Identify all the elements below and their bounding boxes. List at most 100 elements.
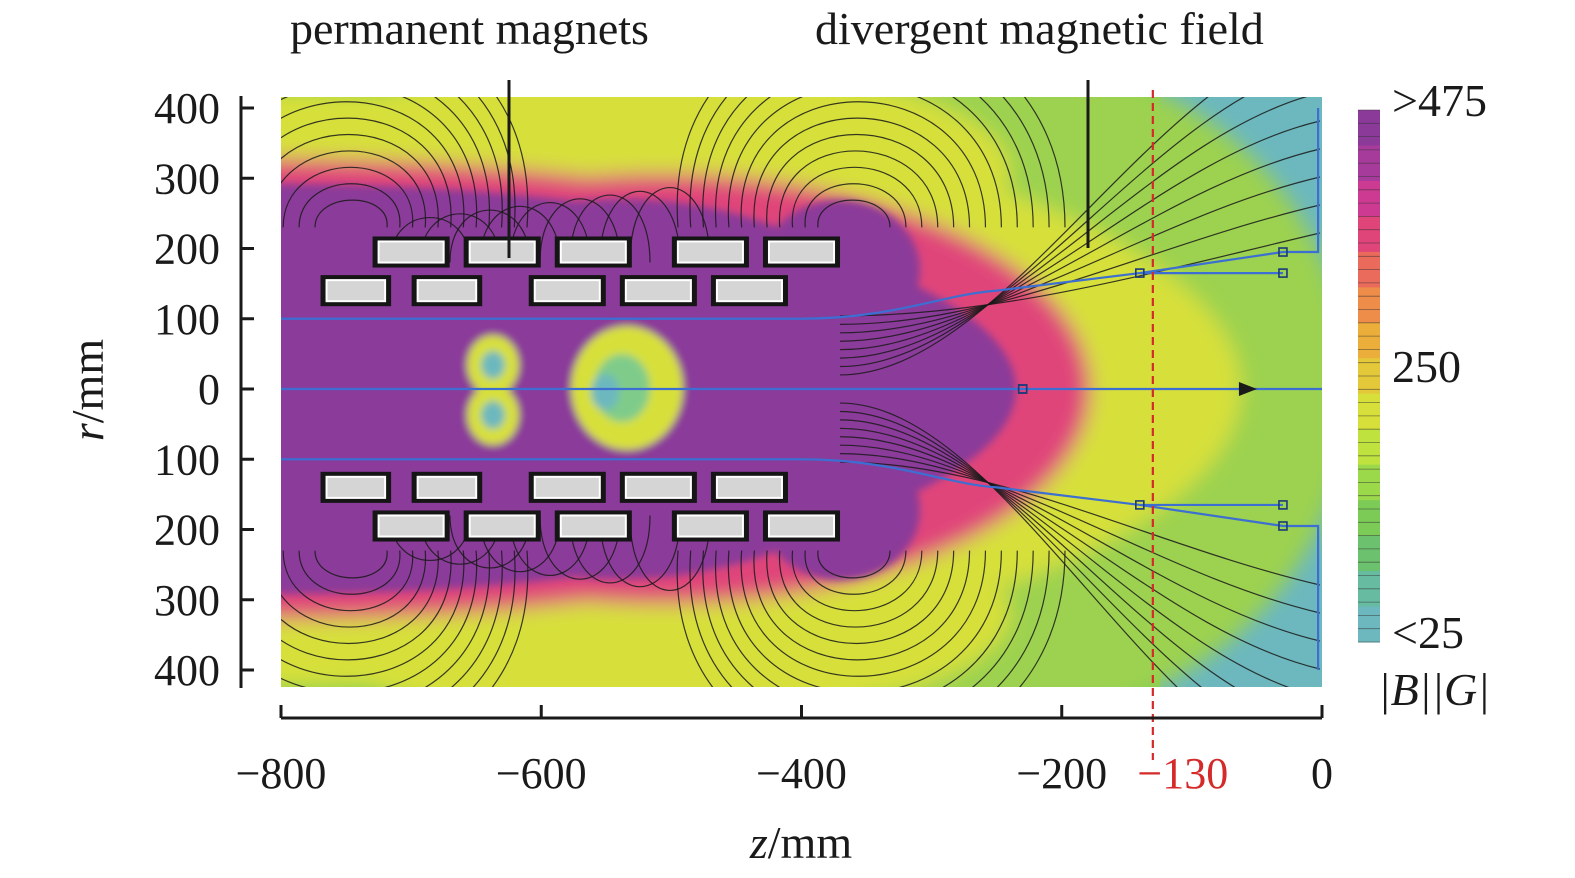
colorbar-label-0: >475 (1392, 75, 1487, 126)
trajectory-outer-0 (1139, 108, 1320, 275)
magnet-bottom-0 (325, 475, 387, 499)
y-tick-label-3: 100 (154, 295, 220, 344)
field-line-mid-0-5 (539, 198, 621, 263)
magnet-bottom-6 (468, 514, 536, 538)
field-line-right-1-8 (715, 550, 1018, 687)
field-line-div-top-3 (839, 120, 1321, 351)
field-line-left-0-4 (281, 133, 439, 228)
y-tick-label-8: 400 (154, 646, 220, 695)
field-line-mid-0-4 (509, 201, 591, 263)
field-line-left-0-0 (314, 199, 388, 228)
field-line-mid-1-7 (599, 515, 681, 588)
field-line-right-0-0 (817, 199, 891, 228)
colorbar-segment-0 (1358, 110, 1380, 146)
field-line-left-1-5 (281, 550, 452, 661)
field-line-left-1-8 (424, 550, 490, 687)
field-line-right-1-9 (702, 550, 1034, 687)
y-tick-label-5: 100 (154, 435, 220, 484)
annotation-divergent-field: divergent magnetic field (815, 3, 1264, 54)
field-lines (281, 97, 1321, 687)
field-line-right-0-11 (676, 97, 1066, 228)
magnet-top-2 (533, 279, 601, 303)
colorbar-segment-2 (1358, 180, 1380, 217)
axes-group: 400 300 200 100 0 100 200 300 400 −800 −600 −400 −20… (62, 84, 1333, 868)
trajectory-node-1-3 (1278, 521, 1288, 531)
trajectory-node-0-1 (1135, 268, 1145, 278)
magnet-bottom-2 (533, 475, 601, 499)
field-line-left-1-0 (314, 550, 388, 579)
field-line-right-0-5 (753, 117, 971, 228)
trajectory-mid-1 (281, 458, 1283, 507)
x-tick-label-4: 0 (1311, 749, 1333, 798)
y-tick-label-2: 200 (154, 225, 220, 274)
trajectory-mid-0 (281, 271, 1283, 320)
colorbar-segment-3 (1358, 216, 1380, 253)
field-line-left-0-7 (281, 97, 478, 228)
magnet-bottom-5 (377, 514, 445, 538)
field-line-left-1-11 (491, 550, 529, 687)
colorbar-label-2: <25 (1392, 607, 1464, 658)
field-line-left-0-8 (433, 97, 490, 228)
y-axis-unit: /mm (62, 339, 113, 424)
magnet-group (320, 236, 841, 542)
field-line-div-top-1 (839, 97, 1245, 368)
field-line-div-top-4 (839, 148, 1321, 342)
field-line-div-bottom-7 (839, 461, 1321, 586)
field-line-right-0-4 (766, 133, 955, 228)
colorbar-segment-12 (1358, 535, 1380, 572)
colorbar-segment-5 (1358, 287, 1380, 324)
field-line-mid-0-7 (599, 190, 681, 263)
field-island-small-core-0 (481, 351, 505, 379)
y-tick-label-1: 300 (154, 154, 220, 203)
field-line-left-0-6 (281, 101, 465, 228)
magnet-bottom-8 (676, 514, 744, 538)
magnet-top-1 (416, 279, 478, 303)
trajectory-arrow (1238, 382, 1257, 396)
magnet-top-0 (325, 279, 387, 303)
field-line-left-1-10 (472, 550, 516, 687)
x-axis-symbol: z (749, 817, 768, 868)
field-island-large-center (591, 374, 619, 410)
field-line-div-bottom-2 (839, 419, 1236, 687)
field-line-right-1-10 (689, 550, 1050, 687)
magnet-top-3 (624, 279, 692, 303)
field-line-div-bottom-5 (839, 444, 1321, 642)
field-line-left-1-9 (450, 550, 503, 687)
magnet-top-8 (676, 240, 744, 264)
y-tick-label-7: 300 (154, 576, 220, 625)
field-line-left-1-1 (298, 550, 401, 595)
field-line-div-bottom-0 (839, 402, 1178, 687)
field-line-right-1-7 (727, 550, 1002, 687)
field-line-left-0-1 (298, 183, 401, 228)
magnet-bottom-7 (559, 514, 627, 538)
field-line-right-0-1 (804, 183, 907, 228)
field-line-div-bottom-3 (839, 427, 1290, 687)
y-tick-label-0: 400 (154, 84, 220, 133)
field-line-left-0-2 (282, 166, 414, 228)
y-axis-symbol: r (62, 422, 113, 441)
field-line-left-0-3 (281, 150, 426, 228)
x-tick-label-0: −800 (236, 749, 327, 798)
field-line-mid-1-8 (629, 515, 711, 591)
field-line-left-0-11 (495, 97, 529, 228)
colorbar-segment-9 (1358, 429, 1380, 466)
field-line-div-bottom-4 (839, 436, 1321, 670)
field-line-right-1-4 (766, 550, 955, 645)
marker-line-group: −130 (1137, 90, 1228, 798)
field-line-right-1-11 (676, 550, 1066, 687)
field-line-mid-1-4 (509, 515, 591, 577)
magnet-top-4 (715, 279, 783, 303)
x-axis-title: z/mm (749, 817, 852, 868)
colorbar-segment-8 (1358, 393, 1380, 430)
trajectory-outer-1 (1139, 503, 1320, 670)
field-line-right-0-7 (727, 97, 1002, 228)
magnet-top-9 (767, 240, 836, 264)
trajectory-node-1-0 (1017, 384, 1028, 394)
field-line-mid-0-6 (569, 194, 651, 263)
trajectory-node-1-2 (1278, 500, 1288, 510)
colorbar-segment-11 (1358, 500, 1380, 537)
magnet-top-7 (559, 240, 627, 264)
field-line-right-0-2 (791, 166, 923, 228)
magnet-bottom-9 (767, 514, 836, 538)
